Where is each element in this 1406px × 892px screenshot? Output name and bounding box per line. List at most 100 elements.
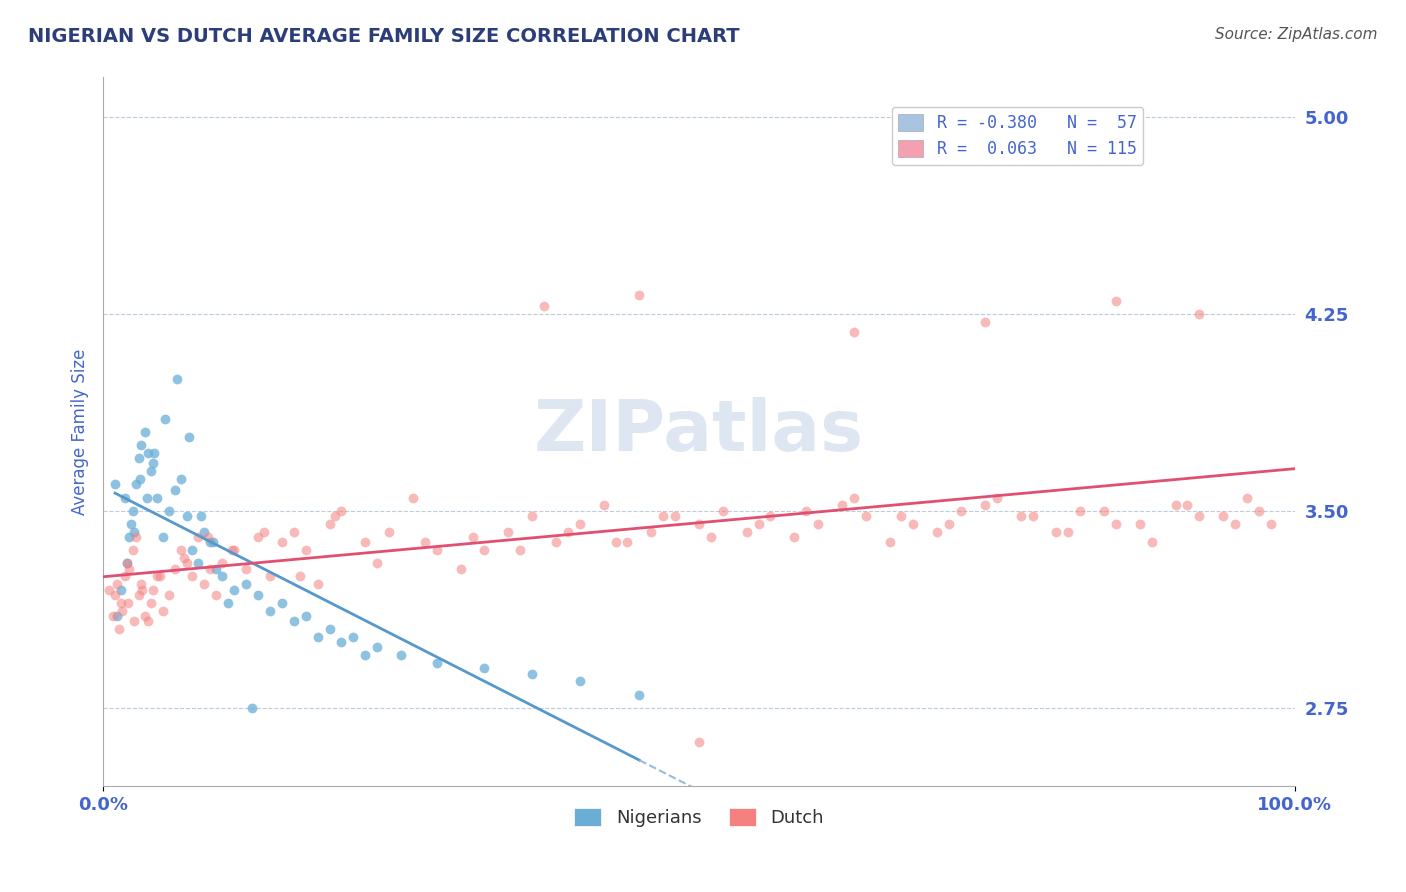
Point — [98, 582, 121, 597]
Point — [1188, 508, 1211, 523]
Point — [759, 508, 782, 523]
Point — [1105, 293, 1128, 308]
Point — [927, 524, 949, 539]
Point — [128, 451, 150, 466]
Point — [235, 577, 257, 591]
Point — [688, 516, 710, 531]
Legend: Nigerians, Dutch: Nigerians, Dutch — [567, 800, 831, 834]
Point — [247, 530, 270, 544]
Point — [200, 561, 222, 575]
Point — [520, 666, 543, 681]
Point — [177, 430, 200, 444]
Point — [118, 530, 141, 544]
Text: Source: ZipAtlas.com: Source: ZipAtlas.com — [1215, 27, 1378, 42]
Point — [134, 608, 156, 623]
Point — [152, 530, 174, 544]
Point — [855, 508, 877, 523]
Point — [283, 524, 305, 539]
Point — [831, 499, 853, 513]
Point — [138, 614, 160, 628]
Point — [1247, 504, 1270, 518]
Point — [120, 516, 142, 531]
Point — [325, 508, 347, 523]
Point — [747, 516, 769, 531]
Point — [294, 608, 316, 623]
Point — [139, 596, 162, 610]
Point — [270, 535, 292, 549]
Point — [461, 530, 484, 544]
Point — [307, 577, 329, 591]
Point — [138, 446, 160, 460]
Point — [735, 524, 758, 539]
Point — [139, 464, 162, 478]
Point — [544, 535, 567, 549]
Point — [307, 630, 329, 644]
Point — [794, 504, 817, 518]
Point — [224, 582, 246, 597]
Point — [1129, 516, 1152, 531]
Point — [807, 516, 830, 531]
Point — [107, 577, 129, 591]
Point — [166, 372, 188, 386]
Point — [688, 735, 710, 749]
Point — [122, 524, 145, 539]
Point — [1236, 491, 1258, 505]
Point — [107, 622, 129, 636]
Point — [163, 561, 186, 575]
Point — [366, 640, 388, 655]
Point — [342, 630, 364, 644]
Point — [201, 535, 224, 549]
Point — [605, 535, 627, 549]
Point — [114, 569, 136, 583]
Point — [974, 499, 997, 513]
Point — [1140, 535, 1163, 549]
Point — [1045, 524, 1067, 539]
Point — [1177, 499, 1199, 513]
Point — [474, 543, 496, 558]
Point — [193, 524, 215, 539]
Point — [181, 569, 204, 583]
Point — [1223, 516, 1246, 531]
Point — [110, 596, 132, 610]
Point — [131, 582, 153, 597]
Point — [652, 508, 675, 523]
Text: NIGERIAN VS DUTCH AVERAGE FAMILY SIZE CORRELATION CHART: NIGERIAN VS DUTCH AVERAGE FAMILY SIZE CO… — [28, 27, 740, 45]
Point — [318, 622, 340, 636]
Point — [145, 569, 167, 583]
Point — [181, 543, 204, 558]
Point — [283, 614, 305, 628]
Point — [211, 556, 233, 570]
Point — [134, 425, 156, 439]
Point — [128, 588, 150, 602]
Point — [616, 535, 638, 549]
Point — [664, 508, 686, 523]
Point — [118, 561, 141, 575]
Y-axis label: Average Family Size: Average Family Size — [72, 349, 89, 516]
Point — [294, 543, 316, 558]
Point — [157, 504, 180, 518]
Point — [149, 569, 172, 583]
Point — [125, 530, 148, 544]
Point — [474, 661, 496, 675]
Point — [1057, 524, 1080, 539]
Point — [247, 588, 270, 602]
Point — [169, 472, 191, 486]
Point — [193, 577, 215, 591]
Point — [450, 561, 472, 575]
Point — [1092, 504, 1115, 518]
Point — [389, 648, 412, 663]
Point — [1164, 499, 1187, 513]
Point — [190, 508, 212, 523]
Text: ZIPatlas: ZIPatlas — [534, 398, 865, 467]
Point — [169, 543, 191, 558]
Point — [117, 596, 139, 610]
Point — [1212, 508, 1234, 523]
Point — [426, 656, 449, 670]
Point — [211, 569, 233, 583]
Point — [205, 588, 228, 602]
Point — [974, 315, 997, 329]
Point — [1260, 516, 1282, 531]
Point — [221, 543, 243, 558]
Point — [270, 596, 292, 610]
Point — [142, 582, 165, 597]
